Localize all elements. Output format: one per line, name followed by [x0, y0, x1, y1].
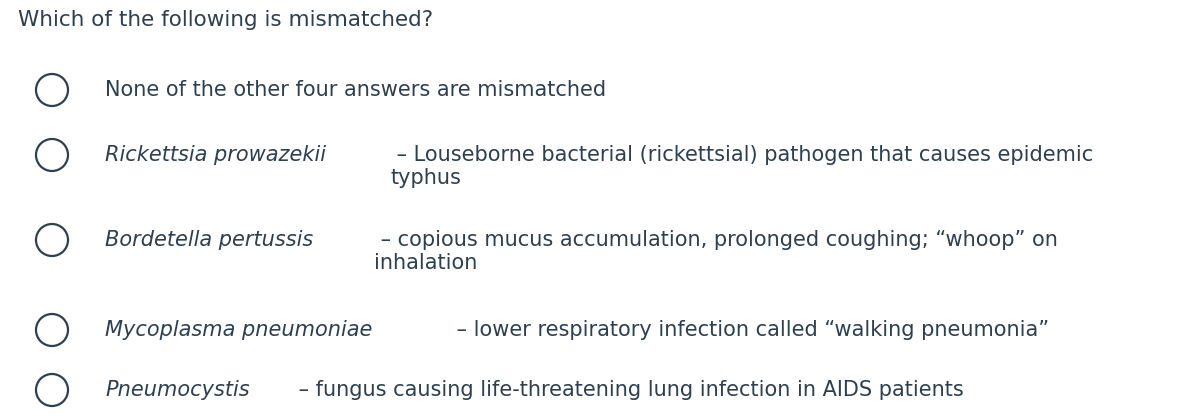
Text: Bordetella pertussis: Bordetella pertussis: [106, 230, 313, 250]
Text: Mycoplasma pneumoniae: Mycoplasma pneumoniae: [106, 320, 372, 340]
Text: – Louseborne bacterial (rickettsial) pathogen that causes epidemic
typhus: – Louseborne bacterial (rickettsial) pat…: [390, 145, 1093, 188]
Text: Pneumocystis: Pneumocystis: [106, 380, 250, 400]
Text: None of the other four answers are mismatched: None of the other four answers are misma…: [106, 80, 606, 100]
Text: Which of the following is mismatched?: Which of the following is mismatched?: [18, 10, 433, 30]
Text: – fungus causing life-threatening lung infection in AIDS patients: – fungus causing life-threatening lung i…: [292, 380, 964, 400]
Text: – lower respiratory infection called “walking pneumonia”: – lower respiratory infection called “wa…: [450, 320, 1049, 340]
Text: – copious mucus accumulation, prolonged coughing; “whoop” on
inhalation: – copious mucus accumulation, prolonged …: [373, 230, 1057, 273]
Text: Rickettsia prowazekii: Rickettsia prowazekii: [106, 145, 326, 165]
